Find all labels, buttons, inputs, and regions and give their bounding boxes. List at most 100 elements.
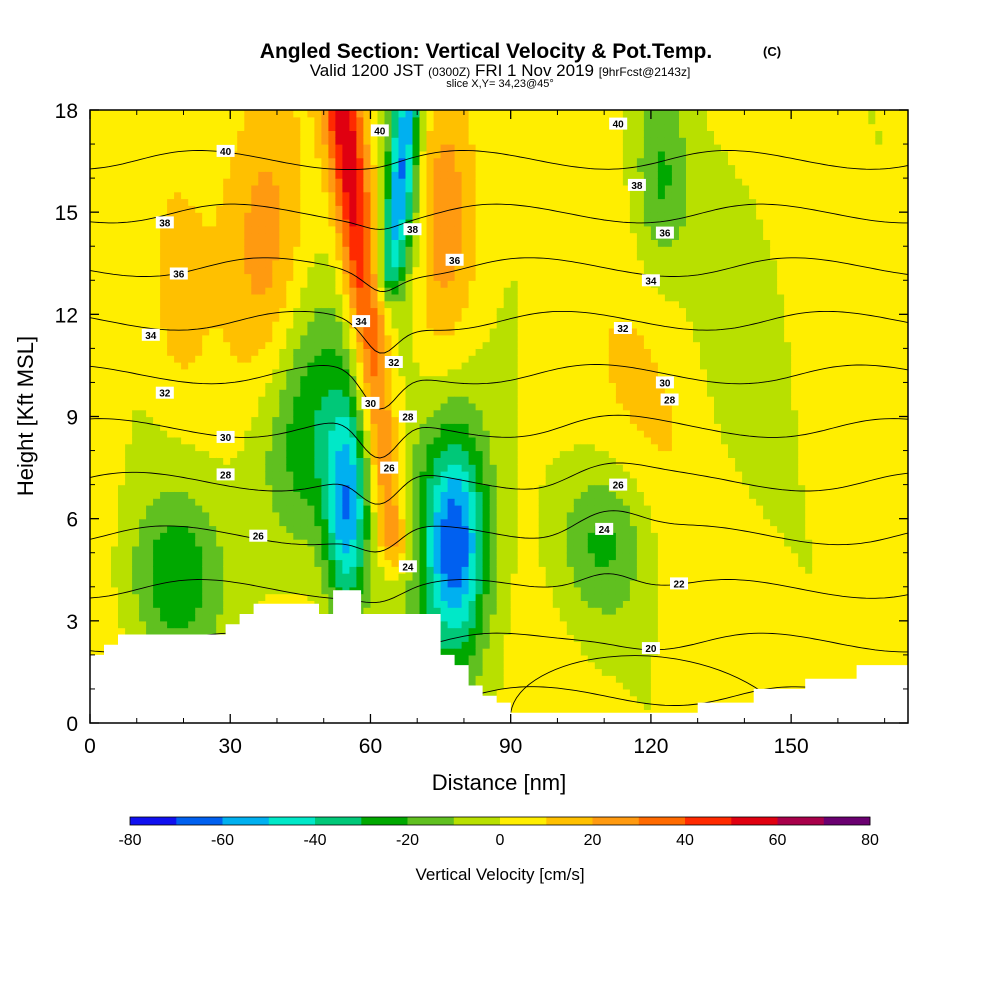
velocity-cell [104,627,112,635]
velocity-cell [174,382,182,390]
velocity-cell [447,171,456,179]
velocity-cell [405,471,414,479]
velocity-cell [90,532,98,540]
velocity-cell [216,239,224,247]
velocity-cell [412,164,421,172]
velocity-cell [174,559,182,567]
velocity-cell [440,614,449,622]
velocity-cell [447,232,456,240]
velocity-cell [314,157,322,166]
velocity-cell [412,593,421,601]
velocity-cell [293,443,301,452]
velocity-cell [398,532,407,540]
velocity-cell [209,246,217,254]
velocity-cell [139,348,147,356]
velocity-cell [412,184,421,193]
velocity-cell [118,491,126,499]
velocity-cell [419,525,428,533]
velocity-cell [265,586,273,595]
velocity-cell [251,341,259,349]
velocity-cell [97,525,105,533]
velocity-cell [167,457,175,465]
velocity-cell [104,620,112,629]
velocity-cell [118,559,126,567]
velocity-cell [244,321,252,329]
velocity-cell [405,573,414,581]
velocity-cell [139,130,147,138]
velocity-cell [251,402,259,411]
velocity-cell [244,280,252,288]
velocity-cell [398,334,407,343]
velocity-cell [90,328,98,336]
velocity-cell [251,375,259,383]
velocity-cell [160,157,168,166]
velocity-cell [356,409,364,418]
velocity-cell [111,552,119,561]
velocity-cell [160,348,168,356]
velocity-cell [230,389,238,397]
velocity-cell [461,539,470,547]
velocity-cell [139,382,147,390]
velocity-cell [118,545,126,554]
velocity-cell [216,164,224,172]
velocity-cell [174,137,182,145]
velocity-cell [286,593,294,601]
velocity-cell [153,273,161,281]
velocity-cell [174,477,182,486]
velocity-cell [111,225,119,234]
velocity-cell [153,130,161,138]
velocity-cell [160,184,168,193]
velocity-cell [265,368,273,377]
velocity-cell [251,328,259,336]
velocity-cell [202,293,210,302]
velocity-cell [97,614,105,622]
velocity-cell [202,130,210,138]
velocity-cell [174,402,182,411]
velocity-cell [272,239,280,247]
velocity-cell [97,566,105,574]
velocity-cell [118,498,126,506]
velocity-cell [265,212,273,220]
velocity-cell [195,416,203,424]
velocity-cell [195,184,203,193]
velocity-cell [111,498,119,506]
velocity-cell [433,266,442,275]
velocity-cell [300,586,308,595]
velocity-cell [160,171,168,179]
velocity-cell [146,300,154,309]
velocity-cell [286,368,294,377]
velocity-cell [412,457,421,465]
velocity-cell [377,436,386,445]
velocity-cell [153,620,161,629]
velocity-cell [454,484,463,492]
velocity-cell [321,375,329,383]
velocity-cell [426,545,435,554]
velocity-cell [398,368,407,377]
velocity-cell [412,246,421,254]
velocity-cell [433,423,442,431]
velocity-cell [356,457,364,465]
velocity-cell [433,246,442,254]
velocity-cell [174,566,182,574]
velocity-cell [447,130,456,138]
velocity-cell [174,246,182,254]
velocity-cell [391,566,400,574]
velocity-cell [244,123,252,131]
velocity-cell [279,402,287,411]
velocity-cell [426,539,435,547]
velocity-cell [174,436,182,445]
velocity-cell [160,620,168,629]
velocity-cell [97,430,105,438]
velocity-cell [342,287,350,295]
velocity-cell [328,225,336,234]
velocity-cell [461,150,470,159]
velocity-cell [139,389,147,397]
velocity-cell [370,491,379,499]
velocity-cell [265,273,273,281]
velocity-cell [111,348,119,356]
velocity-cell [272,402,280,411]
velocity-cell [405,539,414,547]
velocity-cell [111,171,119,179]
velocity-cell [384,205,393,213]
velocity-cell [335,396,343,404]
